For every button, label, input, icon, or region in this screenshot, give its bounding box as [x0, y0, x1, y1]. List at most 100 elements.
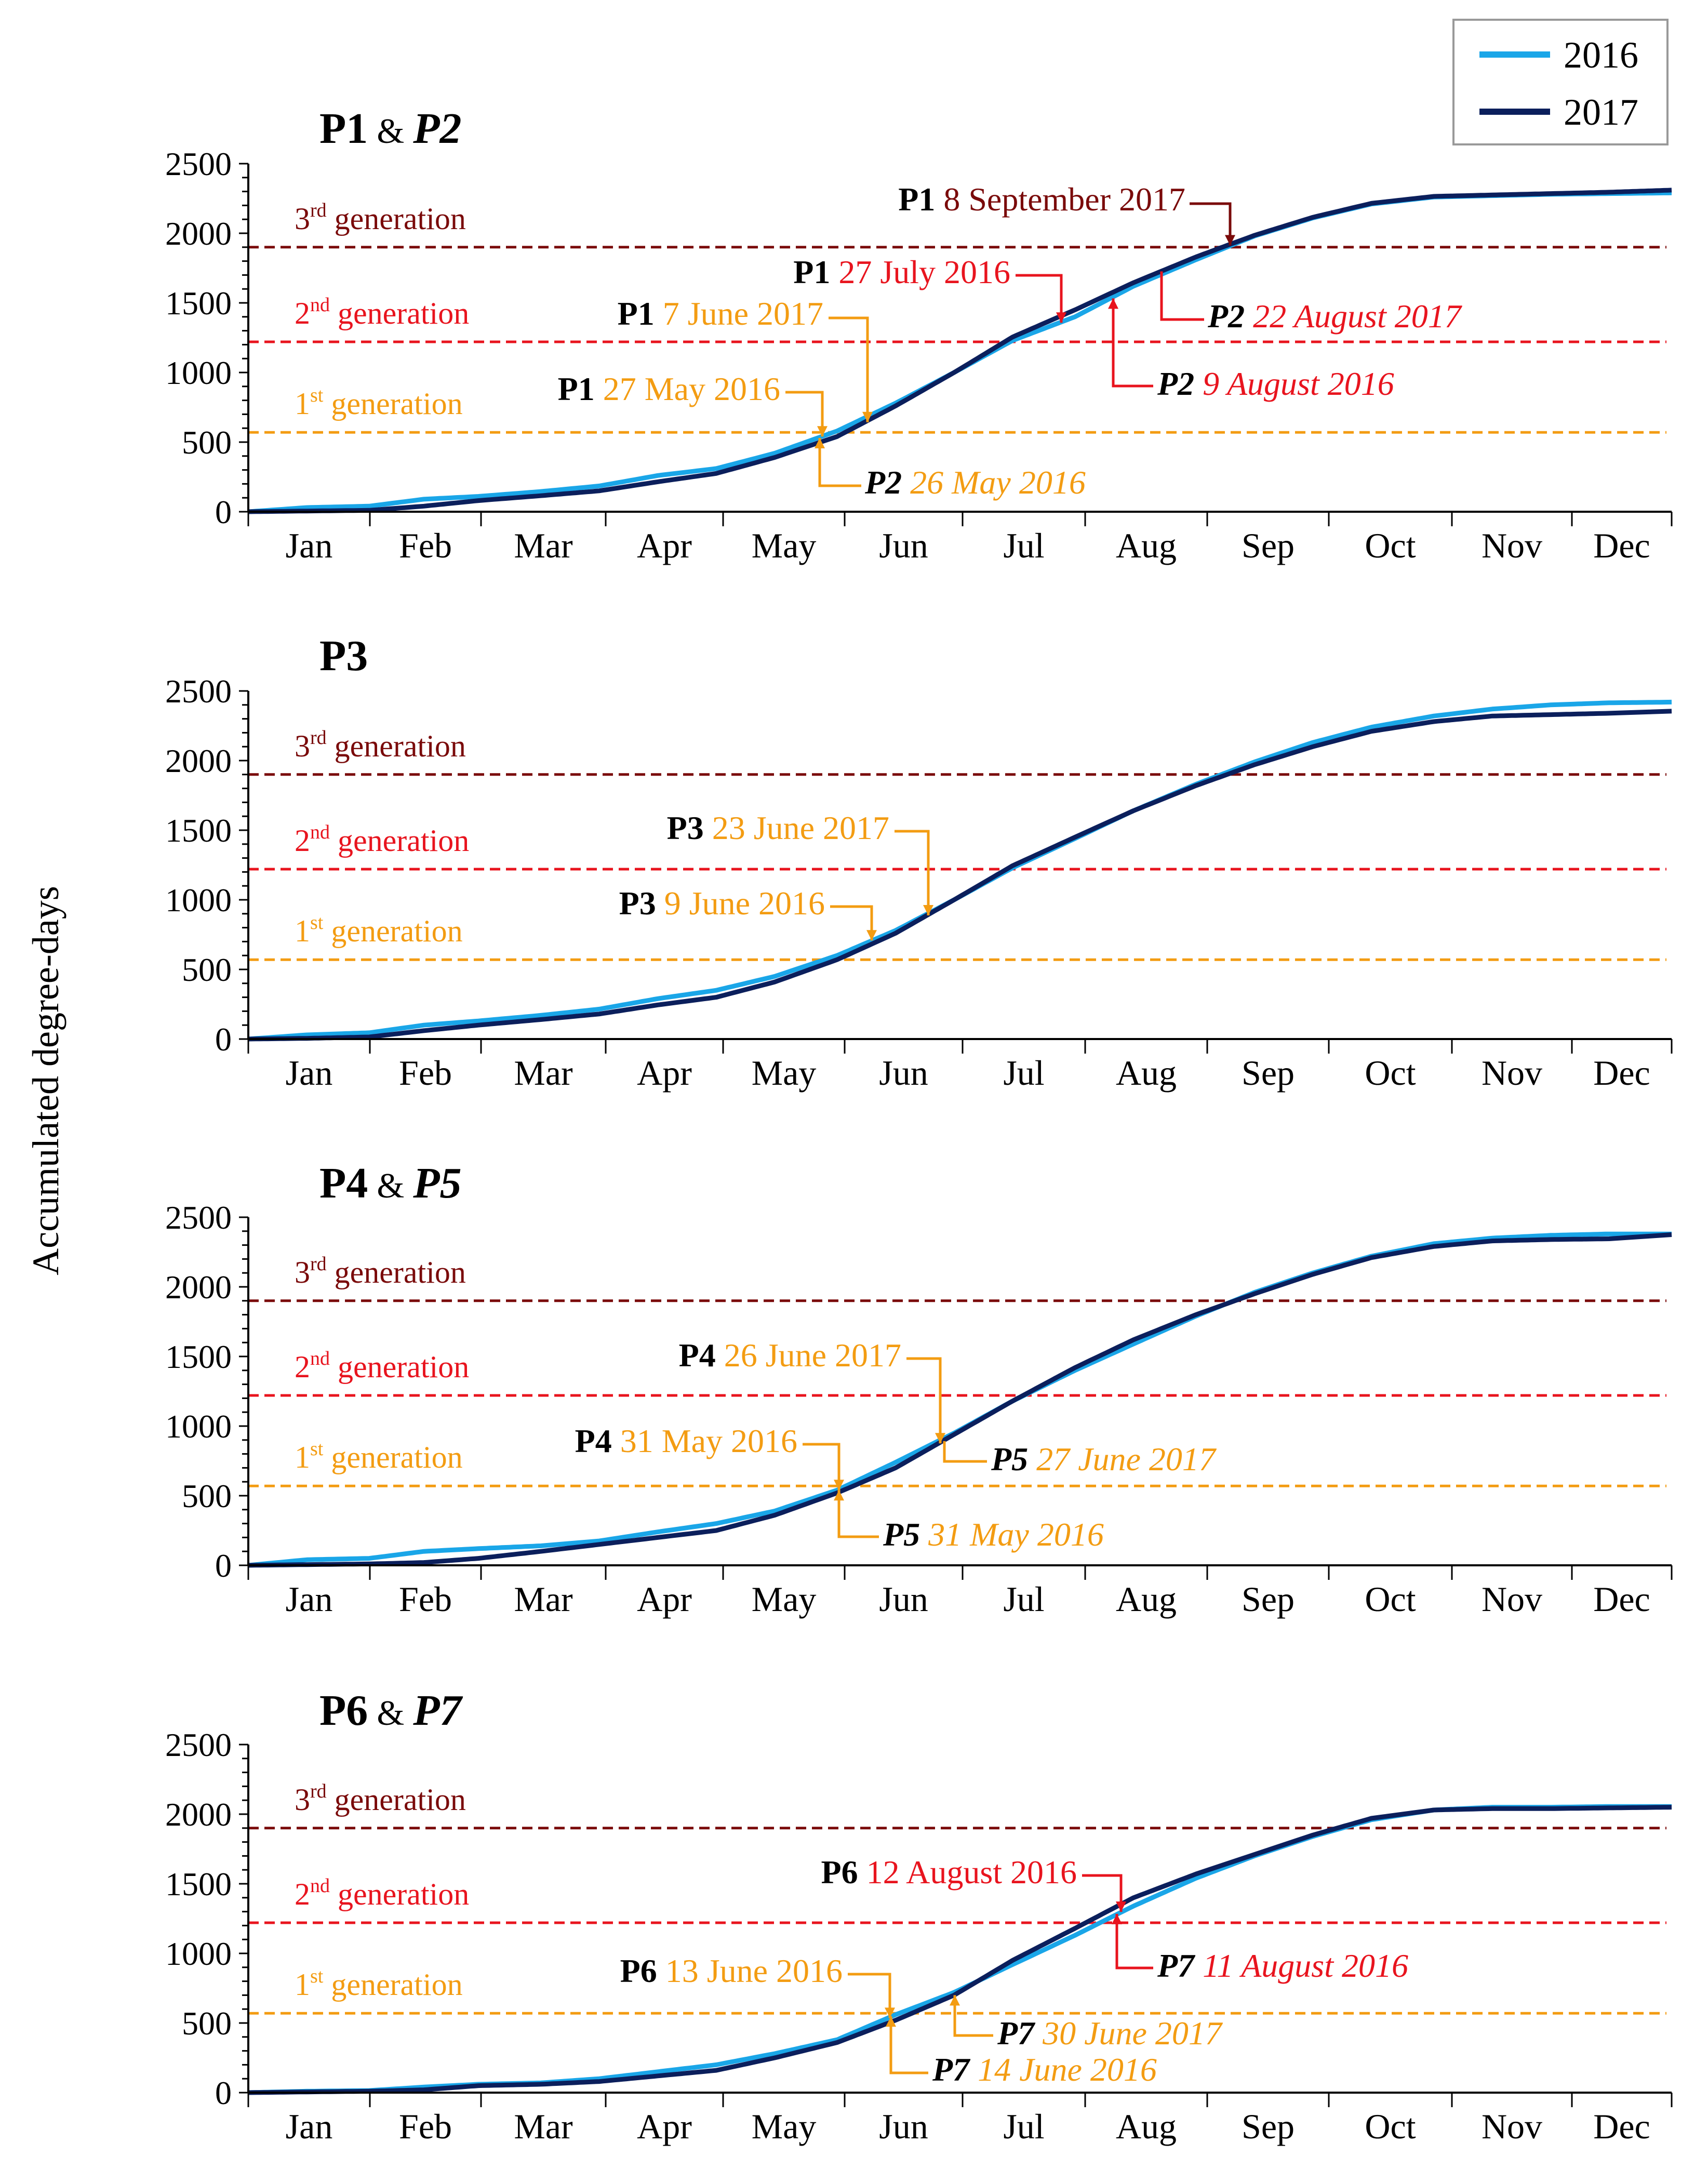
panel-title-bold: P4: [319, 1159, 368, 1207]
threshold-label-number: 1: [295, 1967, 310, 2002]
x-tick-label: Sep: [1242, 1579, 1295, 1619]
threshold-label-third: 3rd generation: [295, 199, 466, 236]
annotation-label: P1 27 May 2016: [558, 370, 780, 407]
panel-p1-p2: P1 & P2 3rd generation 2nd generation 1st g…: [165, 104, 1673, 565]
annotation-label-date: 14 June 2016: [969, 2051, 1157, 2088]
threshold-label-sup: rd: [310, 727, 327, 749]
panel-title-amp: &: [368, 1693, 413, 1733]
threshold-label-third: 3rd generation: [295, 1253, 466, 1289]
x-tick-label: Jul: [1003, 2107, 1044, 2146]
x-tick-label: Jan: [286, 2107, 333, 2146]
y-tick-label: 2500: [165, 145, 232, 182]
annotation-label-id: P1: [558, 370, 595, 407]
threshold-label-third: 3rd generation: [295, 1780, 466, 1817]
threshold-label-sup: rd: [310, 199, 327, 221]
annotation-label: P3 23 June 2017: [667, 809, 889, 846]
annotation-label-date: 31 May 2016: [612, 1422, 797, 1459]
annotation: P5 27 June 2017: [943, 1441, 1217, 1478]
annotation: P7 11 August 2016: [1112, 1913, 1408, 1984]
y-tick-label: 1000: [165, 1935, 232, 1972]
threshold-label-text: generation: [330, 1350, 469, 1384]
annotation-leader: [1112, 298, 1153, 388]
annotation-leader: [785, 391, 824, 437]
threshold-label-sup: nd: [310, 1348, 330, 1369]
series-line-2017: [248, 188, 1672, 514]
panel-title-italic: P2: [412, 104, 461, 153]
x-tick-label: Oct: [1365, 2107, 1416, 2146]
threshold-label-text: generation: [327, 202, 466, 236]
x-tick-label: Mar: [514, 526, 573, 565]
threshold-label-second: 2nd generation: [295, 294, 469, 330]
annotation-label-id: P2: [864, 464, 902, 501]
y-tick-label: 0: [215, 1547, 232, 1584]
x-tick-label: Apr: [637, 1579, 692, 1619]
x-tick-label: Feb: [399, 526, 452, 565]
y-tick-label: 500: [182, 951, 232, 988]
annotation-arrowhead: [886, 2016, 896, 2027]
panel-title-amp: &: [368, 1166, 413, 1205]
x-tick-label: Jan: [286, 526, 333, 565]
y-axis-label: Accumulated degree-days: [25, 886, 66, 1275]
annotation-leader: [1082, 1874, 1123, 1912]
x-tick-label: Aug: [1116, 1053, 1177, 1093]
threshold-label-number: 3: [295, 729, 310, 763]
annotation-label: P2 26 May 2016: [864, 464, 1086, 501]
threshold-label-sup: st: [310, 384, 324, 406]
annotation-label-date: 13 June 2016: [657, 1952, 843, 1989]
x-tick-label: May: [752, 1579, 817, 1619]
x-tick-label: Jun: [879, 2107, 928, 2146]
y-tick-label: 1500: [165, 285, 232, 322]
x-tick-label: Oct: [1365, 526, 1416, 565]
annotation-label-date: 26 June 2017: [716, 1337, 901, 1374]
y-tick-label: 2000: [165, 1269, 232, 1306]
annotation-arrowhead: [1056, 312, 1066, 323]
x-tick-label: Jun: [879, 1579, 928, 1619]
x-tick-label: Nov: [1482, 1579, 1542, 1619]
x-tick-label: Feb: [399, 1579, 452, 1619]
annotation: P1 27 July 2016: [793, 254, 1066, 323]
threshold-label-number: 2: [295, 1877, 310, 1911]
y-tick-label: 500: [182, 2005, 232, 2042]
threshold-label-text: generation: [330, 1877, 469, 1911]
threshold-label-first: 1st generation: [295, 384, 463, 421]
x-tick-label: Sep: [1242, 1053, 1295, 1093]
annotation-arrowhead: [935, 1433, 945, 1444]
annotation: P1 8 September 2017: [898, 181, 1235, 246]
legend: 2016 2017: [1452, 19, 1669, 145]
y-tick-label: 0: [215, 1021, 232, 1058]
annotation-label-id: P6: [620, 1952, 657, 1989]
annotation-label: P1 7 June 2017: [618, 295, 823, 332]
panel-title-italic: P7: [412, 1686, 463, 1735]
annotation-leader: [818, 438, 861, 487]
annotation-arrowhead: [1225, 235, 1235, 246]
legend-label-2017: 2017: [1564, 91, 1638, 133]
panel-title-bold: P6: [319, 1686, 368, 1735]
x-tick-label: May: [752, 1053, 817, 1093]
panel-title: P1 & P2: [319, 104, 462, 153]
annotation-label: P5 31 May 2016: [883, 1516, 1104, 1553]
threshold-label-text: generation: [327, 729, 466, 763]
annotation-leader: [803, 1443, 840, 1491]
x-tick-label: Apr: [637, 1053, 692, 1093]
annotation-label: P7 14 June 2016: [932, 2051, 1157, 2088]
threshold-label-number: 1: [295, 914, 310, 948]
annotation-label-date: 31 May 2016: [920, 1516, 1104, 1553]
annotation-label: P1 27 July 2016: [793, 254, 1010, 290]
y-tick-label: 500: [182, 424, 232, 461]
threshold-label-sup: st: [310, 1965, 324, 1987]
annotation-label-id: P4: [575, 1422, 612, 1459]
annotation-label: P2 22 August 2017: [1207, 298, 1463, 335]
x-tick-label: Feb: [399, 1053, 452, 1093]
x-tick-label: Jan: [286, 1053, 333, 1093]
x-tick-label: Feb: [399, 2107, 452, 2146]
threshold-label-number: 1: [295, 1440, 310, 1474]
y-tick-label: 2000: [165, 742, 232, 779]
y-tick-label: 1000: [165, 354, 232, 391]
annotation-label: P5 27 June 2017: [991, 1441, 1217, 1478]
annotation-label-id: P7: [1157, 1947, 1196, 1984]
annotation-arrowhead: [817, 426, 828, 437]
y-tick-label: 1500: [165, 812, 232, 849]
panel-title-bold: P1: [319, 104, 368, 153]
x-tick-label: Aug: [1116, 526, 1177, 565]
threshold-label-number: 2: [295, 296, 310, 330]
